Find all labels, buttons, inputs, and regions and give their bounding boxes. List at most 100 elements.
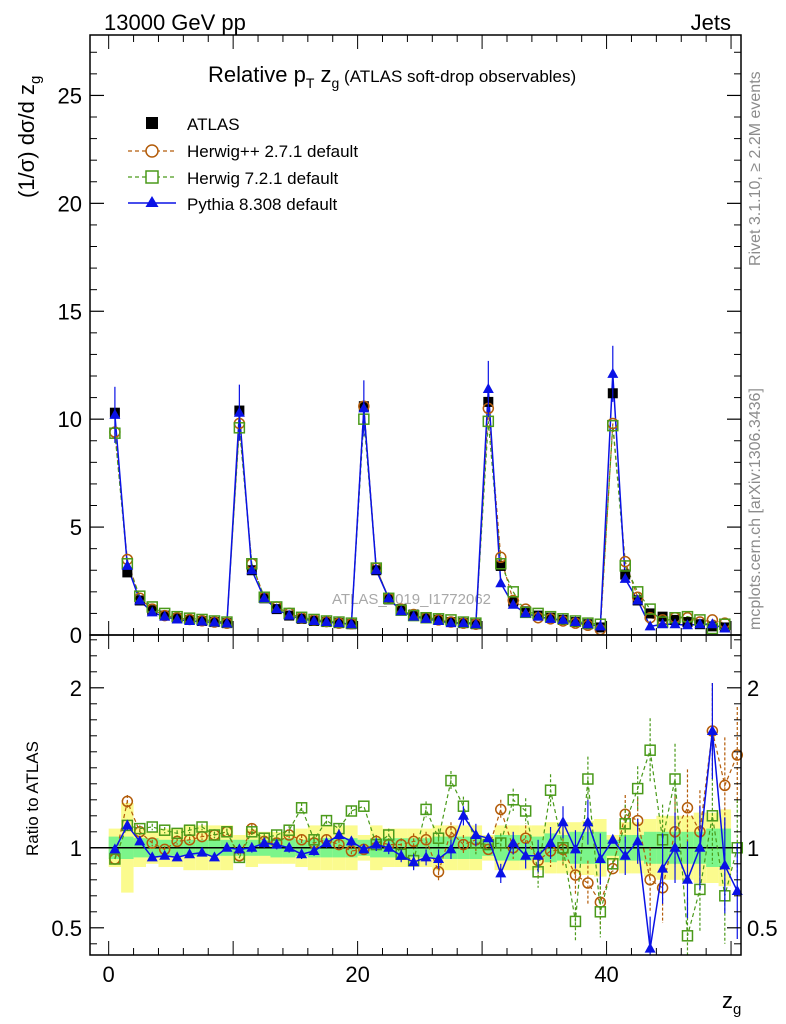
ratio-point-herwigpp — [582, 877, 594, 889]
ratio-point-herwigpp — [681, 802, 694, 814]
main-y-tick-label: 0 — [70, 623, 82, 648]
ratio-point-pythia — [308, 845, 320, 855]
ratio-point-pythia — [445, 843, 457, 854]
main-point-pythia — [246, 564, 258, 575]
ratio-point-pythia — [370, 838, 382, 849]
main-point-pythia — [271, 603, 283, 614]
ratio-point-herwig7 — [619, 818, 631, 830]
ratio-point-pythia — [644, 942, 656, 953]
ratio-point-herwig7 — [644, 744, 656, 756]
main-y-tick-label: 10 — [58, 407, 82, 432]
ratio-point-pythia — [569, 843, 581, 854]
ratio-point-pythia — [345, 835, 357, 846]
ratio-point-pythia — [582, 816, 594, 827]
main-point-pythia — [470, 618, 482, 629]
ratio-point-herwig7 — [295, 802, 308, 814]
x-tick-label: 40 — [594, 962, 618, 987]
main-point-herwigpp — [495, 551, 507, 564]
header-energy: 13000 GeV pp — [104, 10, 246, 35]
ratio-point-herwig7 — [246, 826, 258, 838]
ratio-y-tick-label-right: 2 — [747, 676, 759, 701]
main-point-pythia — [321, 616, 333, 627]
ratio-point-pythia — [694, 841, 706, 852]
title-main: Relative p — [208, 62, 306, 87]
ratio-point-pythia — [184, 848, 196, 859]
ratio-point-herwig7 — [283, 824, 295, 836]
ratio-point-herwig7 — [158, 824, 171, 836]
ratio-y-tick-label: 2 — [70, 676, 82, 701]
chart-title: Relative pT zg (ATLAS soft-drop observab… — [208, 62, 576, 91]
ratio-point-herwigpp — [731, 749, 744, 761]
main-point-pythia — [545, 612, 557, 623]
main-point-pythia — [171, 613, 183, 624]
main-point-pythia — [532, 610, 544, 621]
ratio-point-herwigpp — [407, 835, 420, 848]
ratio-point-herwigpp — [569, 869, 582, 881]
main-point-pythia — [146, 606, 158, 617]
ratio-point-pythia — [657, 862, 669, 873]
ratio-point-pythia — [146, 851, 158, 862]
ratio-point-pythia — [383, 841, 395, 852]
main-point-herwig7 — [619, 560, 631, 572]
ratio-point-herwig7 — [445, 774, 457, 787]
ratio-point-herwig7 — [594, 906, 607, 918]
x-axis-label: zg — [722, 988, 741, 1018]
ratio-point-pythia — [495, 867, 507, 878]
ratio-y-axis-label: Ratio to ATLAS — [23, 741, 42, 856]
legend-marker-herwig7 — [145, 170, 159, 184]
legend-item-atlas: ATLAS — [146, 115, 240, 134]
main-y-tick-label: 25 — [58, 83, 82, 108]
ratio-point-herwig7 — [631, 782, 644, 795]
main-point-pythia — [420, 612, 432, 623]
main-point-pythia — [121, 559, 133, 570]
ratio-point-herwig7 — [345, 805, 358, 817]
ratio-point-herwig7 — [146, 821, 158, 833]
ratio-point-pythia — [669, 841, 681, 852]
ratio-point-herwig7 — [557, 842, 569, 854]
ratio-point-herwig7 — [221, 826, 233, 838]
legend-label-pythia: Pythia 8.308 default — [187, 195, 338, 214]
main-y-tick-label: 15 — [58, 299, 82, 324]
ratio-plot-area: 0.5 0.51 12 20 20 40 — [51, 634, 778, 987]
rivet-label: Rivet 3.1.10, ≥ 2.2M events — [747, 71, 764, 266]
ratio-point-herwig7 — [208, 829, 221, 841]
main-y-axis-label: (1/σ) dσ/d zg — [14, 76, 44, 198]
ratio-point-herwig7 — [183, 824, 196, 836]
ratio-point-herwigpp — [457, 838, 470, 851]
ratio-point-herwigpp — [445, 826, 457, 838]
main-point-pythia — [495, 577, 507, 588]
main-point-atlas — [495, 560, 506, 571]
legend-item-herwigpp: Herwig++ 2.7.1 default — [128, 142, 358, 161]
ratio-point-pythia — [395, 849, 407, 860]
ratio-point-pythia — [221, 841, 233, 852]
ratio-y-tick-label: 1 — [70, 836, 82, 861]
main-y-tick-label: 20 — [58, 191, 82, 216]
main-ylabel-text: (1/σ) dσ/d z — [14, 84, 39, 198]
main-point-pythia — [134, 594, 146, 605]
main-point-pythia — [383, 592, 395, 603]
ratio-point-herwigpp — [146, 837, 158, 849]
ratio-point-pythia — [632, 835, 644, 846]
main-ylabel-sub: g — [27, 76, 44, 84]
main-point-pythia — [333, 617, 345, 628]
main-point-pythia — [208, 616, 220, 627]
legend-label-herwigpp: Herwig++ 2.7.1 default — [187, 142, 358, 161]
legend: ATLAS Herwig++ 2.7.1 default Herwig 7.2.… — [128, 115, 358, 214]
ratio-y-tick-label: 0.5 — [51, 916, 82, 941]
ratio-point-pythia — [159, 849, 171, 860]
ratio-point-herwigpp — [644, 874, 656, 886]
ratio-point-pythia — [420, 851, 432, 862]
ratio-point-pythia — [358, 843, 370, 854]
ratio-point-herwig7 — [382, 829, 395, 841]
ratio-point-pythia — [681, 873, 693, 884]
svg-text:(1/σ) dσ/d zg: (1/σ) dσ/d zg — [14, 76, 44, 198]
ratio-point-herwig7 — [507, 794, 519, 806]
main-point-pythia — [644, 620, 656, 631]
ratio-point-pythia — [121, 819, 133, 830]
main-point-pythia — [258, 592, 270, 603]
ratio-line-herwig7 — [114, 750, 738, 936]
main-point-herwig7 — [607, 419, 619, 432]
ratio-point-pythia — [433, 853, 445, 863]
main-y-tick-label: 5 — [70, 515, 82, 540]
main-point-pythia — [706, 618, 718, 629]
